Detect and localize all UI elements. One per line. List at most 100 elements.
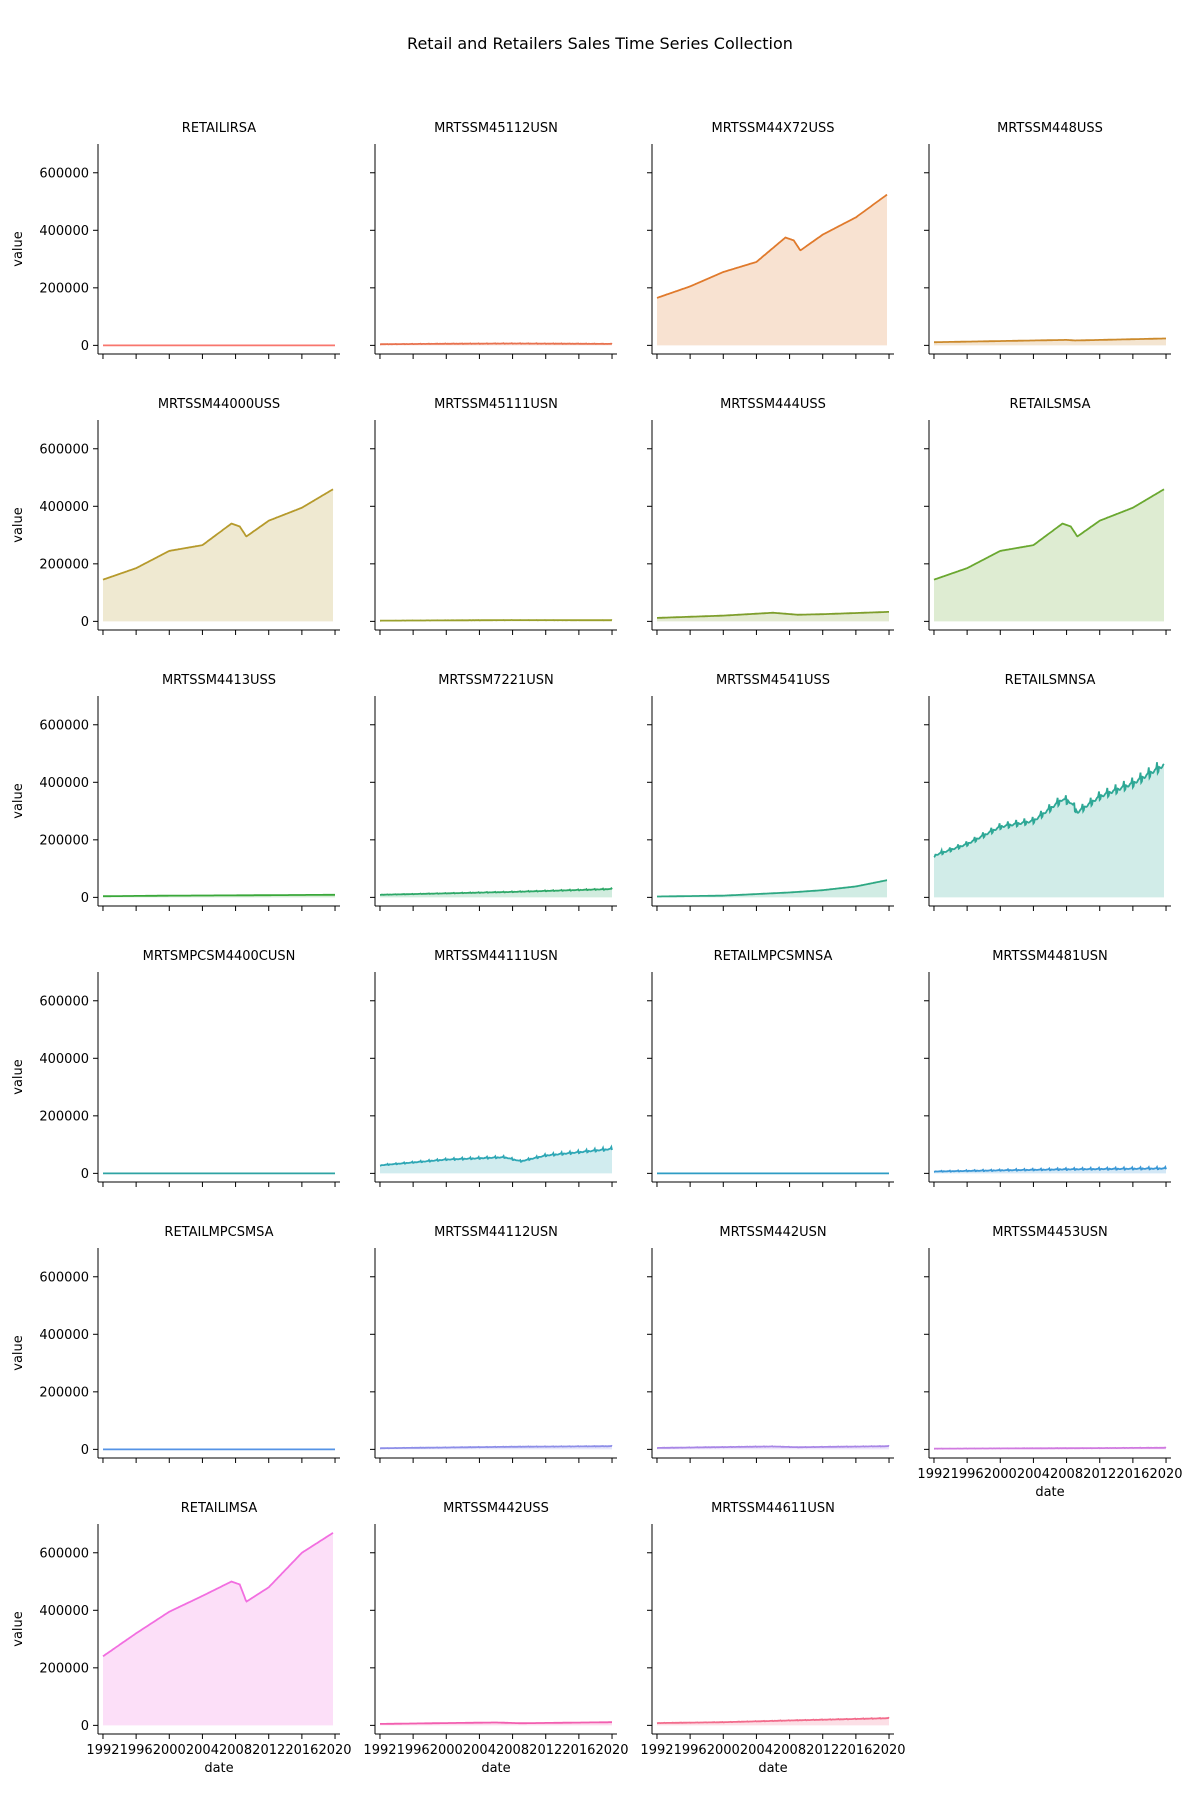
panel-title: MRTSSM448USS: [997, 121, 1103, 136]
facet-panel: RETAILSMNSA: [924, 673, 1171, 911]
panel-title: MRTSSM44112USN: [434, 1225, 558, 1240]
series-area: [103, 1532, 333, 1726]
x-tick-label: 1992: [363, 1743, 396, 1758]
facet-panel: MRTSSM44X72USS: [647, 121, 894, 359]
series-area: [103, 489, 333, 622]
x-tick-label: 2008: [219, 1743, 252, 1758]
panel-title: RETAILSMNSA: [1005, 673, 1096, 688]
x-axis-label: date: [1035, 1485, 1064, 1500]
series-line: [379, 1144, 613, 1167]
series-area: [657, 1445, 889, 1450]
y-tick-label: 0: [81, 1167, 89, 1182]
panel-title: RETAILIRSA: [182, 121, 257, 136]
series-line: [934, 337, 1166, 344]
y-tick-label: 600000: [39, 166, 89, 181]
x-tick-label: 2012: [1083, 1467, 1116, 1482]
x-tick-label: 2016: [839, 1743, 872, 1758]
x-tick-label: 2008: [1050, 1467, 1083, 1482]
x-tick-label: 1992: [86, 1743, 119, 1758]
facet-panel: MRTSSM442USN: [647, 1225, 894, 1463]
panel-title: RETAILMPCSMSA: [164, 1225, 273, 1240]
series-line: [102, 1532, 334, 1658]
x-tick-label: 2000: [153, 1743, 186, 1758]
x-axis-label: date: [204, 1761, 233, 1776]
series-area: [380, 1147, 612, 1174]
y-axis-label: value: [11, 783, 26, 819]
y-tick-label: 0: [81, 1719, 89, 1734]
x-tick-label: 2012: [529, 1743, 562, 1758]
x-tick-label: 1996: [120, 1743, 153, 1758]
series-line: [380, 619, 613, 622]
y-tick-label: 0: [81, 1443, 89, 1458]
x-tick-label: 2020: [872, 1743, 905, 1758]
series-line: [102, 488, 334, 581]
x-tick-label: 2008: [496, 1743, 529, 1758]
x-tick-label: 2000: [984, 1467, 1017, 1482]
x-axis-label: date: [758, 1761, 787, 1776]
series-line: [380, 342, 613, 346]
panel-title: RETAILIMSA: [181, 1501, 258, 1516]
facet-panel: MRTSSM44000USS 0 200000 400000 600000 value: [11, 397, 340, 635]
facet-panel: RETAILIMSA 0 200000 400000 600000 value 1992 19…: [11, 1501, 352, 1776]
panel-title: MRTSSM44611USN: [711, 1501, 835, 1516]
x-tick-label: 2012: [252, 1743, 285, 1758]
panel-title: MRTSSM45112USN: [434, 121, 558, 136]
y-tick-label: 400000: [39, 1052, 89, 1067]
x-tick-label: 2004: [740, 1743, 773, 1758]
facet-panel: RETAILMPCSMNSA: [647, 949, 894, 1187]
series-line: [657, 1444, 890, 1449]
y-tick-label: 200000: [39, 833, 89, 848]
panel-title: RETAILMPCSMNSA: [714, 949, 833, 964]
x-tick-label: 2008: [773, 1743, 806, 1758]
x-tick-label: 2016: [285, 1743, 318, 1758]
y-tick-label: 0: [81, 891, 89, 906]
y-tick-label: 400000: [39, 1328, 89, 1343]
facet-panel: RETAILSMSA: [924, 397, 1171, 635]
x-tick-label: 1996: [674, 1743, 707, 1758]
y-tick-label: 400000: [39, 500, 89, 515]
series-line: [933, 1164, 1167, 1173]
x-tick-label: 1992: [917, 1467, 950, 1482]
panel-title: MRTSSM442USS: [443, 1501, 549, 1516]
x-tick-label: 1996: [951, 1467, 984, 1482]
series-area: [934, 762, 1164, 898]
panel-title: MRTSSM45111USN: [434, 397, 558, 412]
y-tick-label: 0: [81, 615, 89, 630]
facet-panel: MRTSSM45112USN: [370, 121, 617, 359]
x-tick-label: 2012: [806, 1743, 839, 1758]
series-line: [380, 1444, 613, 1450]
panel-title: MRTSSM4541USS: [716, 673, 830, 688]
y-tick-label: 400000: [39, 776, 89, 791]
panel-title: MRTSSM44111USN: [434, 949, 558, 964]
series-area: [657, 880, 887, 898]
series-line: [103, 893, 335, 898]
facet-panel: MRTSSM44112USN: [370, 1225, 617, 1463]
series-line: [933, 762, 1165, 858]
series-line: [657, 879, 888, 898]
panel-title: MRTSSM4413USS: [162, 673, 276, 688]
facet-panel: MRTSSM4413USS 0 200000 400000 600000 value: [11, 673, 340, 911]
y-tick-label: 0: [81, 339, 89, 354]
y-tick-label: 600000: [39, 718, 89, 733]
y-tick-label: 200000: [39, 1385, 89, 1400]
figure-title: Retail and Retailers Sales Time Series C…: [407, 34, 793, 53]
panel-title: MRTSSM4481USN: [992, 949, 1108, 964]
x-axis-label: date: [481, 1761, 510, 1776]
facet-panel: MRTSSM7221USN: [370, 673, 617, 911]
facet-panel: RETAILMPCSMSA 0 200000 400000 600000 value: [11, 1225, 340, 1463]
series-line: [657, 611, 889, 619]
facet-panel: MRTSSM45111USN: [370, 397, 617, 635]
y-tick-label: 400000: [39, 224, 89, 239]
panel-title: MRTSSM4453USN: [992, 1225, 1108, 1240]
y-tick-label: 200000: [39, 557, 89, 572]
series-area: [657, 194, 887, 346]
panel-title: MRTSSM44X72USS: [712, 121, 835, 136]
facet-panel: MRTSMPCSM4400CUSN 0 200000 400000 600000 valu…: [11, 949, 340, 1187]
x-tick-label: 2016: [562, 1743, 595, 1758]
series-line: [656, 1716, 890, 1725]
panel-title: MRTSMPCSM4400CUSN: [143, 949, 296, 964]
x-tick-label: 2020: [1149, 1467, 1182, 1482]
y-tick-label: 400000: [39, 1604, 89, 1619]
x-tick-label: 2020: [318, 1743, 351, 1758]
facet-panel: MRTSSM444USS: [647, 397, 894, 635]
